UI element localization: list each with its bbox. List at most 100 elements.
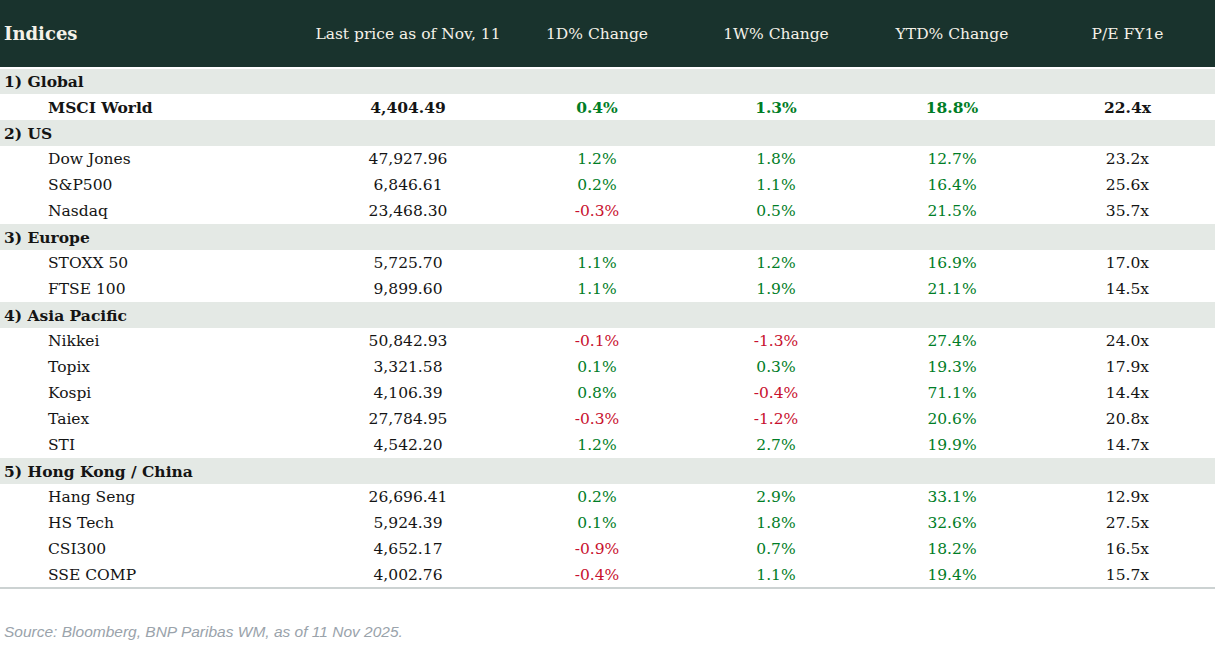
section-row: 1) Global bbox=[0, 68, 1215, 94]
index-name-cell: Topix bbox=[0, 354, 310, 380]
index-row: Dow Jones47,927.961.2%1.8%12.7%23.2x bbox=[0, 146, 1215, 172]
last-price-cell: 9,899.60 bbox=[310, 276, 506, 302]
last-price-cell: 26,696.41 bbox=[310, 484, 506, 510]
section-label: 3) Europe bbox=[0, 224, 1215, 250]
change-1d-cell: 0.4% bbox=[506, 94, 688, 120]
change-ytd-cell: 19.9% bbox=[864, 432, 1040, 458]
pe-fy1e-cell: 12.9x bbox=[1040, 484, 1215, 510]
pe-fy1e-cell: 16.5x bbox=[1040, 536, 1215, 562]
index-row: MSCI World4,404.490.4%1.3%18.8%22.4x bbox=[0, 94, 1215, 120]
index-row: Kospi4,106.390.8%-0.4%71.1%14.4x bbox=[0, 380, 1215, 406]
pe-fy1e-cell: 17.9x bbox=[1040, 354, 1215, 380]
pe-fy1e-cell: 27.5x bbox=[1040, 510, 1215, 536]
change-ytd-cell: 18.2% bbox=[864, 536, 1040, 562]
index-name-cell: MSCI World bbox=[0, 94, 310, 120]
change-1d-cell: 0.2% bbox=[506, 484, 688, 510]
last-price-cell: 3,321.58 bbox=[310, 354, 506, 380]
change-ytd-cell: 33.1% bbox=[864, 484, 1040, 510]
index-name-cell: Dow Jones bbox=[0, 146, 310, 172]
change-1w-cell: 1.1% bbox=[688, 562, 864, 588]
index-row: Nasdaq23,468.30-0.3%0.5%21.5%35.7x bbox=[0, 198, 1215, 224]
section-label: 2) US bbox=[0, 120, 1215, 146]
change-1d-cell: -0.3% bbox=[506, 406, 688, 432]
col-header-indices: Indices bbox=[0, 0, 310, 68]
index-row: FTSE 1009,899.601.1%1.9%21.1%14.5x bbox=[0, 276, 1215, 302]
source-note: Source: Bloomberg, BNP Paribas WM, as of… bbox=[0, 623, 1215, 641]
change-1w-cell: 2.7% bbox=[688, 432, 864, 458]
pe-fy1e-cell: 15.7x bbox=[1040, 562, 1215, 588]
index-row: S&P5006,846.610.2%1.1%16.4%25.6x bbox=[0, 172, 1215, 198]
change-1w-cell: 0.7% bbox=[688, 536, 864, 562]
header-row: Indices Last price as of Nov, 11 1D% Cha… bbox=[0, 0, 1215, 68]
index-name-cell: FTSE 100 bbox=[0, 276, 310, 302]
change-1w-cell: 0.3% bbox=[688, 354, 864, 380]
change-1w-cell: -1.3% bbox=[688, 328, 864, 354]
last-price-cell: 5,924.39 bbox=[310, 510, 506, 536]
change-ytd-cell: 18.8% bbox=[864, 94, 1040, 120]
change-1d-cell: 0.8% bbox=[506, 380, 688, 406]
change-1w-cell: 1.3% bbox=[688, 94, 864, 120]
change-1w-cell: -1.2% bbox=[688, 406, 864, 432]
change-1d-cell: 0.2% bbox=[506, 172, 688, 198]
change-1d-cell: 1.2% bbox=[506, 146, 688, 172]
change-1w-cell: 2.9% bbox=[688, 484, 864, 510]
section-label: 4) Asia Pacific bbox=[0, 302, 1215, 328]
last-price-cell: 5,725.70 bbox=[310, 250, 506, 276]
last-price-cell: 4,652.17 bbox=[310, 536, 506, 562]
change-1d-cell: -0.9% bbox=[506, 536, 688, 562]
section-row: 2) US bbox=[0, 120, 1215, 146]
last-price-cell: 50,842.93 bbox=[310, 328, 506, 354]
pe-fy1e-cell: 23.2x bbox=[1040, 146, 1215, 172]
index-name-cell: Hang Seng bbox=[0, 484, 310, 510]
indices-table-body: 1) GlobalMSCI World4,404.490.4%1.3%18.8%… bbox=[0, 68, 1215, 588]
change-ytd-cell: 20.6% bbox=[864, 406, 1040, 432]
last-price-cell: 6,846.61 bbox=[310, 172, 506, 198]
change-1d-cell: -0.3% bbox=[506, 198, 688, 224]
pe-fy1e-cell: 17.0x bbox=[1040, 250, 1215, 276]
change-1d-cell: 1.1% bbox=[506, 276, 688, 302]
index-row: Hang Seng26,696.410.2%2.9%33.1%12.9x bbox=[0, 484, 1215, 510]
change-ytd-cell: 12.7% bbox=[864, 146, 1040, 172]
section-label: 5) Hong Kong / China bbox=[0, 458, 1215, 484]
index-row: HS Tech5,924.390.1%1.8%32.6%27.5x bbox=[0, 510, 1215, 536]
indices-table-header: Indices Last price as of Nov, 11 1D% Cha… bbox=[0, 0, 1215, 68]
index-name-cell: Taiex bbox=[0, 406, 310, 432]
pe-fy1e-cell: 22.4x bbox=[1040, 94, 1215, 120]
pe-fy1e-cell: 20.8x bbox=[1040, 406, 1215, 432]
index-row: Topix3,321.580.1%0.3%19.3%17.9x bbox=[0, 354, 1215, 380]
pe-fy1e-cell: 14.5x bbox=[1040, 276, 1215, 302]
change-ytd-cell: 19.4% bbox=[864, 562, 1040, 588]
index-name-cell: STI bbox=[0, 432, 310, 458]
index-name-cell: Kospi bbox=[0, 380, 310, 406]
last-price-cell: 4,542.20 bbox=[310, 432, 506, 458]
index-row: Taiex27,784.95-0.3%-1.2%20.6%20.8x bbox=[0, 406, 1215, 432]
index-name-cell: STOXX 50 bbox=[0, 250, 310, 276]
change-1d-cell: 1.2% bbox=[506, 432, 688, 458]
pe-fy1e-cell: 24.0x bbox=[1040, 328, 1215, 354]
change-1w-cell: -0.4% bbox=[688, 380, 864, 406]
section-row: 4) Asia Pacific bbox=[0, 302, 1215, 328]
change-1w-cell: 1.1% bbox=[688, 172, 864, 198]
last-price-cell: 4,106.39 bbox=[310, 380, 506, 406]
section-row: 5) Hong Kong / China bbox=[0, 458, 1215, 484]
index-name-cell: Nikkei bbox=[0, 328, 310, 354]
col-header-last-price: Last price as of Nov, 11 bbox=[310, 0, 506, 68]
last-price-cell: 47,927.96 bbox=[310, 146, 506, 172]
change-1w-cell: 0.5% bbox=[688, 198, 864, 224]
change-ytd-cell: 19.3% bbox=[864, 354, 1040, 380]
change-ytd-cell: 71.1% bbox=[864, 380, 1040, 406]
pe-fy1e-cell: 25.6x bbox=[1040, 172, 1215, 198]
index-name-cell: Nasdaq bbox=[0, 198, 310, 224]
change-1w-cell: 1.8% bbox=[688, 146, 864, 172]
change-1w-cell: 1.8% bbox=[688, 510, 864, 536]
change-ytd-cell: 21.5% bbox=[864, 198, 1040, 224]
change-1d-cell: 0.1% bbox=[506, 510, 688, 536]
change-ytd-cell: 27.4% bbox=[864, 328, 1040, 354]
pe-fy1e-cell: 14.4x bbox=[1040, 380, 1215, 406]
index-name-cell: S&P500 bbox=[0, 172, 310, 198]
index-row: CSI3004,652.17-0.9%0.7%18.2%16.5x bbox=[0, 536, 1215, 562]
change-1d-cell: -0.1% bbox=[506, 328, 688, 354]
col-header-ytd-change: YTD% Change bbox=[864, 0, 1040, 68]
change-1d-cell: 1.1% bbox=[506, 250, 688, 276]
last-price-cell: 23,468.30 bbox=[310, 198, 506, 224]
